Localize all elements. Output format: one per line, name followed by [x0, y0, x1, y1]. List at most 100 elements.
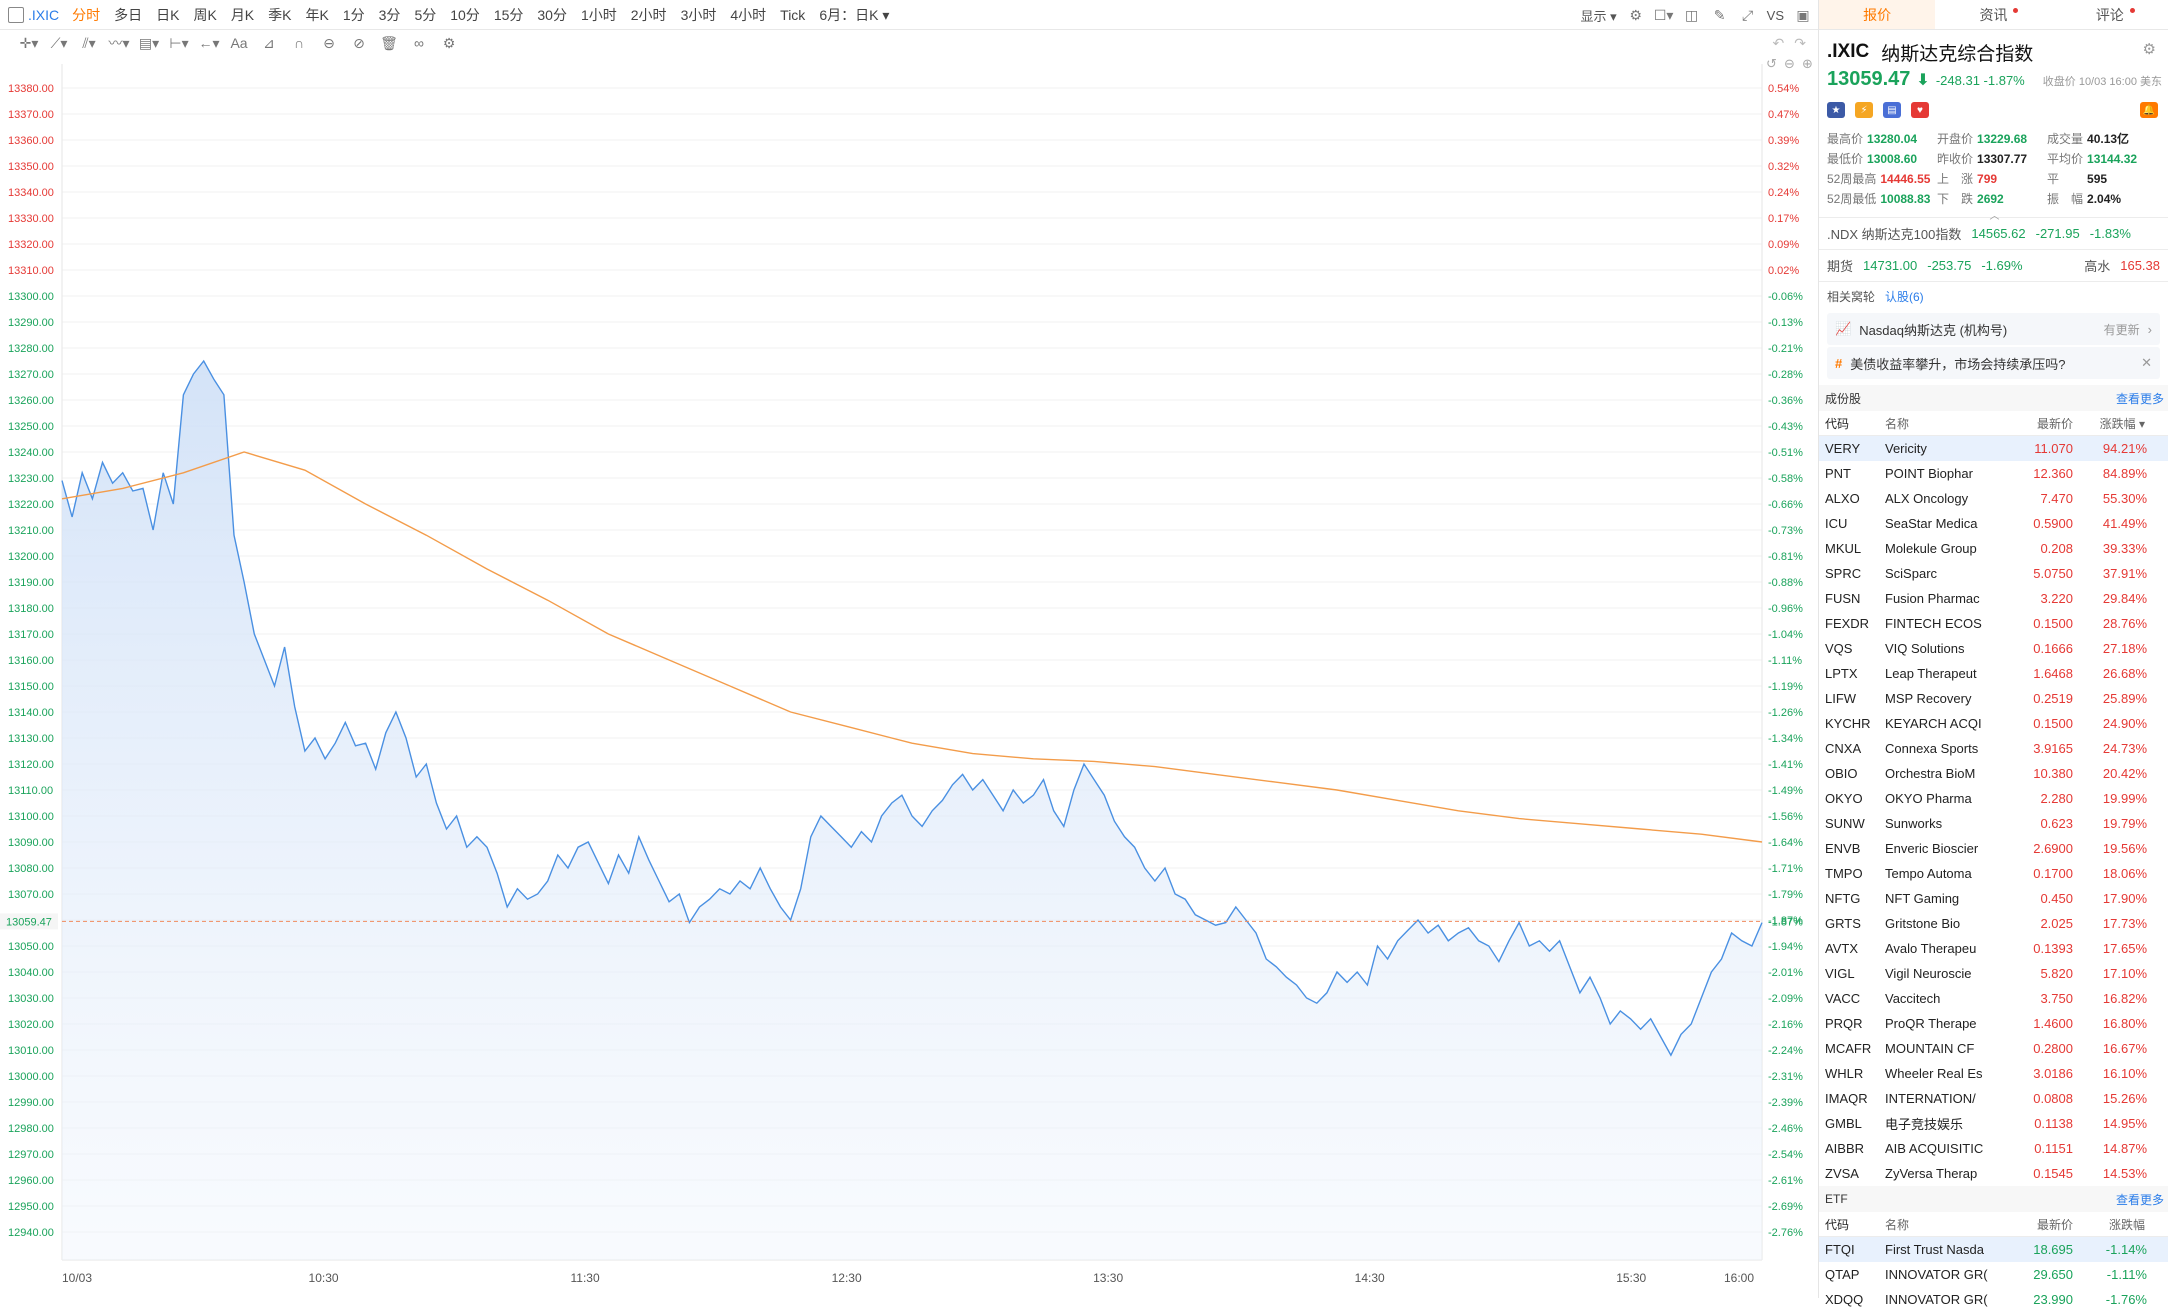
text-tool-icon[interactable]: Aa [230, 35, 248, 51]
table-row[interactable]: MKUL Molekule Group 0.208 39.33% [1819, 536, 2168, 561]
warrants-link[interactable]: 认股(6) [1885, 290, 1924, 304]
layout-icon[interactable]: ▣ [1796, 6, 1810, 23]
table-row[interactable]: FEXDR FINTECH ECOS 0.1500 28.76% [1819, 611, 2168, 636]
period-tab[interactable]: 分时 [72, 6, 101, 23]
table-row[interactable]: NFTG NFT Gaming 0.450 17.90% [1819, 886, 2168, 911]
favorite-icon[interactable]: ♥ [1911, 102, 1929, 118]
table-row[interactable]: FTQI First Trust Nasda 18.695 -1.14% [1819, 1237, 2168, 1262]
topic-notice[interactable]: # 美债收益率攀升，市场会持续承压吗? ✕ [1827, 347, 2160, 379]
intraday-chart[interactable]: 13380.00 0.54% 13370.00 0.47% 13360.00 0.39% 1… [0, 56, 1818, 1298]
table-row[interactable]: OKYO OKYO Pharma 2.280 19.99% [1819, 786, 2168, 811]
table-row[interactable]: MCAFR MOUNTAIN CF 0.2800 16.67% [1819, 1036, 2168, 1061]
range-tool-icon[interactable]: ⊢▾ [169, 34, 189, 51]
table-row[interactable]: VQS VIQ Solutions 0.1666 27.18% [1819, 636, 2168, 661]
ruler-icon[interactable]: ⊿ [263, 34, 275, 51]
tab-news[interactable]: 资讯 [1935, 0, 2051, 29]
period-tab[interactable]: 日K [156, 6, 180, 23]
period-tab[interactable]: 30分 [537, 6, 567, 23]
table-row[interactable]: QTAP INNOVATOR GR(29.650 -1.11% [1819, 1262, 2168, 1287]
table-row[interactable]: ZVSA ZyVersa Therap 0.1545 14.53% [1819, 1161, 2168, 1186]
redo-icon[interactable]: ↷ [1794, 34, 1806, 51]
draw-settings-icon[interactable]: ⚙ [442, 34, 456, 51]
period-tab[interactable]: 10分 [450, 6, 480, 23]
trade-icon[interactable]: ⚡ [1855, 102, 1873, 118]
col-name[interactable]: 名称 [1885, 416, 1910, 431]
fib-tool-icon[interactable]: ▤▾ [138, 34, 160, 51]
chart-canvas[interactable]: 13380.00 0.54% 13370.00 0.47% 13360.00 0.39% 1… [0, 56, 1818, 1298]
table-row[interactable]: SPRC SciSparc 5.0750 37.91% [1819, 561, 2168, 586]
sidebar-toggle-icon[interactable] [8, 6, 24, 23]
pen-icon[interactable]: ✎ [1713, 6, 1726, 23]
lock-icon[interactable]: ⊖ [323, 34, 335, 51]
table-row[interactable]: OBIO Orchestra BioM 10.380 20.42% [1819, 761, 2168, 786]
vs-button[interactable]: VS [1766, 7, 1784, 23]
table-row[interactable]: AVTX Avalo Therapeu 0.1393 17.65% [1819, 936, 2168, 961]
table-row[interactable]: ICU SeaStar Medica 0.5900 41.49% [1819, 511, 2168, 536]
etf-more-link[interactable]: 查看更多 [2115, 1192, 2164, 1207]
table-row[interactable]: GMBL 电子竞技娱乐 0.1138 14.95% [1819, 1111, 2168, 1136]
table-row[interactable]: VERY Vericity 11.070 94.21% [1819, 436, 2168, 461]
col-code[interactable]: 代码 [1825, 416, 1850, 431]
ndx-line[interactable]: .NDX 纳斯达克100指数 14565.62 -271.95 -1.83% [1819, 217, 2168, 249]
channel-tool-icon[interactable]: ⫽▾ [82, 34, 96, 51]
panel-settings-icon[interactable]: ⚙ [2142, 41, 2156, 58]
col-price[interactable]: 最新价 [2036, 416, 2073, 431]
period-tab[interactable]: 3分 [378, 6, 401, 23]
doc-icon[interactable]: ▤ [1883, 102, 1901, 118]
crosshair-icon[interactable]: ✛▾ [19, 34, 39, 51]
wave-tool-icon[interactable]: 〰▾ [108, 35, 130, 51]
table-row[interactable]: IMAQR INTERNATION/0.0808 15.26% [1819, 1086, 2168, 1111]
table-row[interactable]: ALXO ALX Oncology 7.470 55.30% [1819, 486, 2168, 511]
period-tab[interactable]: 5分 [414, 6, 437, 23]
tab-comments[interactable]: 评论 [2052, 0, 2168, 29]
components-more-link[interactable]: 查看更多 [2115, 391, 2164, 406]
col-pct[interactable]: 涨跌幅 ▾ [2099, 416, 2145, 431]
table-row[interactable]: VACC Vaccitech 3.750 16.82% [1819, 986, 2168, 1011]
table-row[interactable]: SUNW Sunworks 0.623 19.79% [1819, 811, 2168, 836]
table-row[interactable]: PNT POINT Biophar 12.360 84.89% [1819, 461, 2168, 486]
table-row[interactable]: ENVB Enveric Bioscier 2.6900 19.56% [1819, 836, 2168, 861]
undo-icon[interactable]: ↶ [1772, 34, 1785, 51]
futures-line[interactable]: 期货 14731.00 -253.75 -1.69% 高水 165.38 [1819, 249, 2168, 281]
period-tab[interactable]: 4小时 [730, 6, 767, 23]
table-row[interactable]: TMPO Tempo Automa 0.1700 18.06% [1819, 861, 2168, 886]
period-tab[interactable]: 月K [230, 6, 255, 23]
alert-bell-icon[interactable]: 🔔 [2140, 102, 2158, 118]
hide-icon[interactable]: ⊘ [353, 34, 365, 51]
table-row[interactable]: PRQR ProQR Therape 1.4600 16.80% [1819, 1011, 2168, 1036]
magnet-icon[interactable]: ∩ [293, 35, 305, 51]
period-tab[interactable]: 1小时 [580, 6, 617, 23]
collapse-chevron-icon[interactable]: ︿ [1989, 211, 2000, 222]
period-tab[interactable]: Tick [780, 6, 806, 23]
table-row[interactable]: CNXA Connexa Sports 3.9165 24.73% [1819, 736, 2168, 761]
tab-quote[interactable]: 报价 [1819, 0, 1936, 29]
arrow-tool-icon[interactable]: ←▾ [198, 34, 220, 51]
checkbox-icon[interactable]: ☐▾ [1653, 6, 1674, 23]
table-row[interactable]: WHLR Wheeler Real Es 3.0186 16.10% [1819, 1061, 2168, 1086]
display-menu[interactable]: 显示 ▾ [1580, 8, 1617, 24]
settings-icon[interactable]: ⚙ [1629, 6, 1642, 23]
period-tab[interactable]: 季K [268, 6, 292, 23]
symbol-label[interactable]: .IXIC [28, 6, 60, 23]
table-row[interactable]: LPTX Leap Therapeut 1.6468 26.68% [1819, 661, 2168, 686]
period-tab[interactable]: 3小时 [680, 6, 717, 23]
line-tool-icon[interactable]: ⟋▾ [50, 34, 68, 51]
table-row[interactable]: VIGL Vigil Neuroscie 5.820 17.10% [1819, 961, 2168, 986]
period-tab[interactable]: 2小时 [630, 6, 667, 23]
period-tab[interactable]: 6月：日K ▾ [819, 6, 890, 23]
close-icon[interactable]: ✕ [2141, 355, 2152, 370]
period-tab[interactable]: 1分 [342, 6, 365, 23]
trash-icon[interactable]: 🗑 [380, 34, 398, 51]
link-icon[interactable]: ∞ [414, 35, 424, 51]
fullscreen-icon[interactable]: ⤢ [1742, 6, 1754, 23]
period-tab[interactable]: 15分 [493, 6, 524, 23]
institution-notice[interactable]: 📈 Nasdaq纳斯达克 (机构号) 有更新 › [1827, 313, 2160, 345]
table-row[interactable]: XDQQ INNOVATOR GR(23.990 -1.76% [1819, 1287, 2168, 1312]
table-row[interactable]: KYCHR KEYARCH ACQI 0.1500 24.90% [1819, 711, 2168, 736]
table-row[interactable]: AIBBR AIB ACQUISITIC 0.1151 14.87% [1819, 1136, 2168, 1161]
table-row[interactable]: LIFW MSP Recovery 0.2519 25.89% [1819, 686, 2168, 711]
period-tab[interactable]: 周K [193, 6, 217, 23]
table-row[interactable]: GRTS Gritstone Bio 2.025 17.73% [1819, 911, 2168, 936]
camera-icon[interactable]: ◫ [1685, 6, 1699, 23]
period-tab[interactable]: 年K [305, 6, 329, 23]
